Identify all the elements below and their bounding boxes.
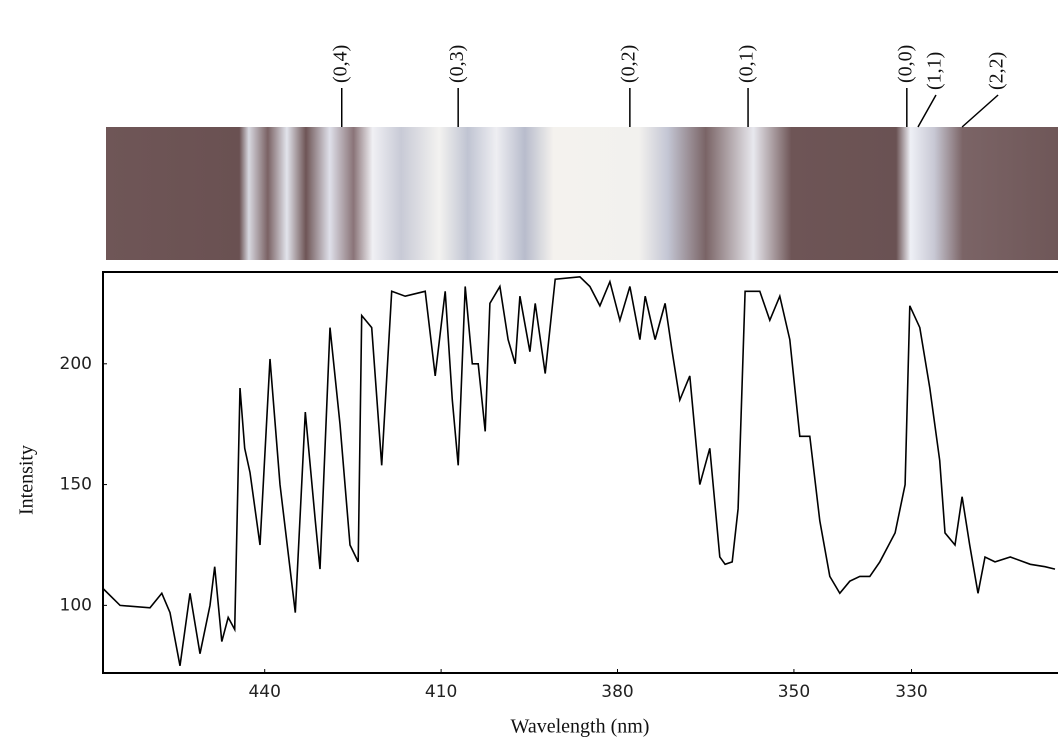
x-tick-label: 410	[425, 682, 457, 702]
x-tick-label: 440	[248, 682, 280, 702]
y-tick-label: 150	[60, 475, 92, 495]
band-label: (1,1)	[924, 52, 946, 90]
plot-frame	[102, 271, 1058, 674]
x-axis-label: Wavelength (nm)	[511, 716, 650, 738]
band-label: (0,0)	[894, 45, 916, 83]
x-tick-label: 330	[895, 682, 927, 702]
spectrum-line	[102, 275, 1056, 666]
band-label: (0,2)	[617, 45, 639, 83]
x-tick-label: 350	[778, 682, 810, 702]
band-label: (0,4)	[329, 45, 351, 83]
x-tick-label: 380	[601, 682, 633, 702]
y-axis-label: Intensity	[16, 445, 38, 515]
band-leader	[917, 94, 937, 128]
y-tick-label: 200	[60, 354, 92, 374]
y-tick-label: 100	[60, 595, 92, 615]
band-label: (0,1)	[736, 45, 758, 83]
spectrum-photo	[106, 127, 1058, 260]
band-label: (0,3)	[446, 45, 468, 83]
band-leader	[961, 94, 999, 128]
band-label: (2,2)	[986, 52, 1008, 90]
